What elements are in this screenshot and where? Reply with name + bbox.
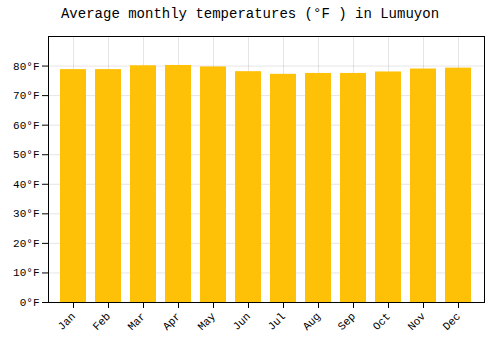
svg-text:50°F: 50°F bbox=[13, 149, 39, 161]
svg-text:60°F: 60°F bbox=[13, 120, 39, 132]
svg-text:10°F: 10°F bbox=[13, 267, 39, 279]
svg-text:Aug: Aug bbox=[301, 310, 323, 332]
svg-text:Jan: Jan bbox=[56, 310, 78, 332]
svg-text:Feb: Feb bbox=[91, 310, 113, 332]
svg-text:Dec: Dec bbox=[441, 310, 463, 332]
svg-text:Sep: Sep bbox=[336, 310, 358, 332]
svg-text:May: May bbox=[196, 310, 219, 333]
svg-text:80°F: 80°F bbox=[13, 61, 39, 73]
svg-text:Jul: Jul bbox=[266, 310, 288, 332]
html-text:Average monthly temperatures (: Average monthly temperatures (°F ) in Lu… bbox=[61, 6, 439, 22]
svg-text:20°F: 20°F bbox=[13, 238, 39, 250]
svg-text:Apr: Apr bbox=[161, 310, 183, 332]
svg-text:0°F: 0°F bbox=[20, 297, 40, 309]
svg-text:30°F: 30°F bbox=[13, 208, 39, 220]
svg-text:Nov: Nov bbox=[406, 310, 429, 333]
svg-text:40°F: 40°F bbox=[13, 179, 39, 191]
svg-text:Oct: Oct bbox=[371, 310, 393, 332]
svg-text:Jun: Jun bbox=[231, 310, 253, 332]
svg-text:70°F: 70°F bbox=[13, 90, 39, 102]
svg-text:Mar: Mar bbox=[126, 310, 148, 332]
